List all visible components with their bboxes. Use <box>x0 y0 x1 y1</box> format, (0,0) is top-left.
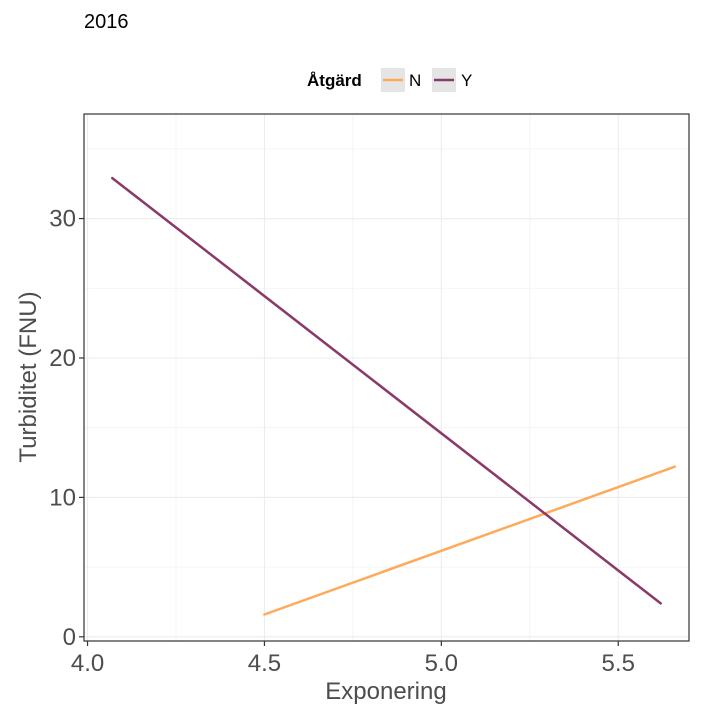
grid-minor <box>84 114 689 641</box>
y-tick-label: 30 <box>49 206 76 233</box>
y-tick-label: 20 <box>49 345 76 372</box>
grid-major <box>84 114 689 641</box>
legend-title: Åtgärd <box>307 71 362 90</box>
series-line-n <box>263 465 677 616</box>
legend-label-n: N <box>409 71 421 90</box>
x-axis-title: Exponering <box>325 678 446 705</box>
x-tick-label: 5.0 <box>425 650 458 677</box>
y-axis: 0 10 20 30 <box>49 206 84 651</box>
series-line-y <box>111 176 662 605</box>
legend-label-y: Y <box>461 71 472 90</box>
y-tick-label: 0 <box>63 624 76 651</box>
x-tick-label: 5.5 <box>602 650 635 677</box>
plot-background <box>84 114 689 641</box>
legend: Åtgärd N Y <box>307 68 472 92</box>
x-tick-label: 4.5 <box>248 650 281 677</box>
series-group <box>111 176 677 616</box>
x-axis: 4.0 4.5 5.0 5.5 <box>71 641 635 677</box>
plot-area <box>83 113 690 642</box>
x-tick-label: 4.0 <box>71 650 104 677</box>
y-tick-label: 10 <box>49 484 76 511</box>
plot-border <box>83 113 690 642</box>
chart-title: 2016 <box>84 11 129 33</box>
y-axis-title: Turbiditet (FNU) <box>15 291 42 462</box>
